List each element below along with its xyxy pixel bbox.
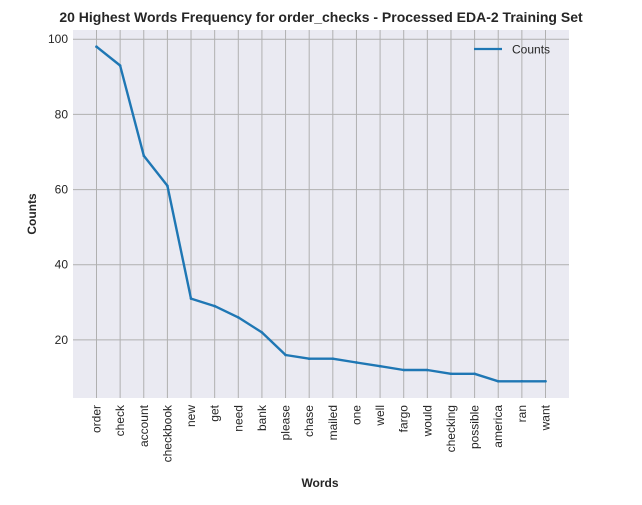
data-point xyxy=(520,379,524,383)
data-point xyxy=(496,379,500,383)
x-tick-label: checking xyxy=(444,405,458,452)
y-tick-label: 20 xyxy=(55,333,69,347)
y-axis-ticks: 20 40 60 80 100 xyxy=(48,32,68,347)
data-point xyxy=(284,353,287,357)
x-tick-label: would xyxy=(420,405,434,437)
x-tick-label: mailed xyxy=(326,405,340,440)
x-axis-label: Words xyxy=(301,476,338,490)
x-tick-label: order xyxy=(90,405,104,433)
x-tick-label: need xyxy=(231,405,245,432)
y-tick-label: 80 xyxy=(55,107,69,121)
data-point xyxy=(473,372,476,376)
y-tick-label: 100 xyxy=(48,32,68,46)
data-point xyxy=(426,368,429,372)
data-point xyxy=(307,357,311,361)
data-point xyxy=(449,372,453,376)
x-tick-label: possible xyxy=(468,405,482,449)
data-point xyxy=(236,316,240,319)
data-point xyxy=(142,154,146,158)
y-axis-label: Counts xyxy=(25,193,39,235)
data-point xyxy=(189,297,193,300)
data-point xyxy=(213,304,216,308)
data-point xyxy=(166,184,169,188)
x-tick-label: america xyxy=(491,405,505,448)
chart-title: 20 Highest Words Frequency for order_che… xyxy=(59,9,583,25)
x-tick-label: get xyxy=(208,404,222,421)
x-tick-label: please xyxy=(279,405,293,441)
x-tick-label: ran xyxy=(515,405,529,422)
data-point xyxy=(544,379,547,383)
gridlines xyxy=(73,30,569,398)
series-line-counts xyxy=(95,45,547,383)
data-point xyxy=(95,45,98,49)
x-tick-label: well xyxy=(373,405,387,427)
x-tick-label: bank xyxy=(255,404,269,431)
data-point xyxy=(260,331,264,334)
legend: Counts xyxy=(474,43,550,57)
x-tick-label: fargo xyxy=(397,405,411,433)
series-group xyxy=(95,45,547,383)
x-tick-label: checkbook xyxy=(160,404,174,462)
x-tick-label: account xyxy=(137,404,151,447)
x-tick-label: new xyxy=(184,405,198,427)
legend-label-counts: Counts xyxy=(512,43,550,57)
data-point xyxy=(402,368,406,372)
x-tick-label: one xyxy=(349,405,363,425)
x-tick-label: want xyxy=(539,404,553,431)
x-tick-label: chase xyxy=(302,405,316,437)
y-tick-label: 40 xyxy=(55,258,69,272)
y-tick-label: 60 xyxy=(55,183,69,197)
x-axis-ticks: order check account checkbook new get need bank… xyxy=(90,404,553,462)
data-point xyxy=(118,64,122,67)
x-tick-label: check xyxy=(113,404,127,436)
data-point xyxy=(355,361,358,364)
plot-area xyxy=(73,30,569,398)
data-point xyxy=(331,357,335,361)
data-point xyxy=(378,364,382,368)
